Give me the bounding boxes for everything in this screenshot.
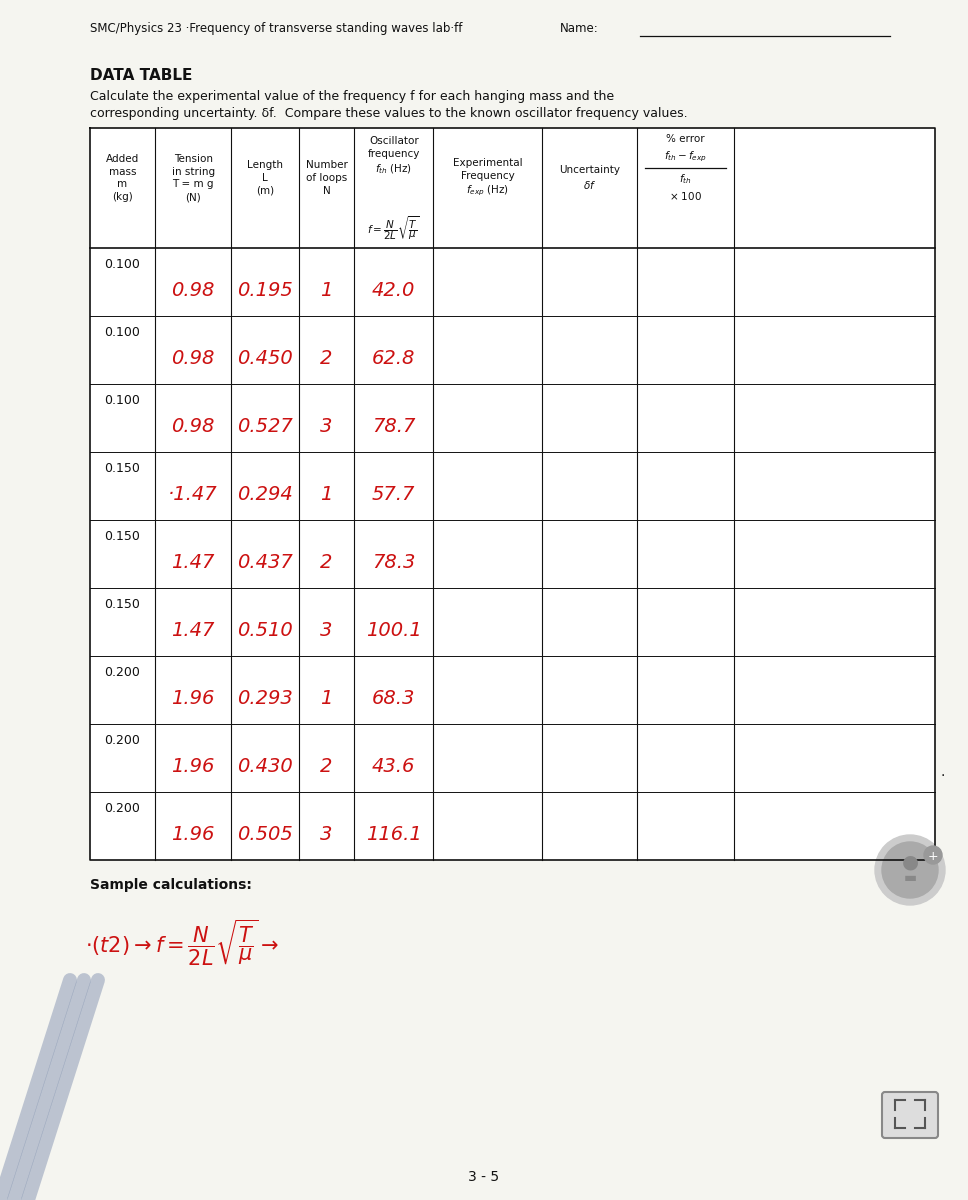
Text: 0.150: 0.150 — [105, 598, 140, 611]
Text: 2: 2 — [320, 349, 333, 367]
Text: 0.200: 0.200 — [105, 734, 140, 746]
Text: 78.3: 78.3 — [372, 553, 415, 571]
Text: Tension
in string
T = m g
(N): Tension in string T = m g (N) — [171, 154, 215, 202]
Text: 0.505: 0.505 — [237, 824, 292, 844]
Text: 0.200: 0.200 — [105, 802, 140, 815]
Text: 3: 3 — [320, 824, 333, 844]
Text: $\cdot(t2) \rightarrow f = \dfrac{N}{2L}\sqrt{\dfrac{T}{\mu}} \rightarrow$: $\cdot(t2) \rightarrow f = \dfrac{N}{2L}… — [85, 918, 279, 968]
Circle shape — [875, 835, 945, 905]
Text: Length
L
(m): Length L (m) — [247, 160, 283, 196]
Text: $f_{th} - f_{exp}$: $f_{th} - f_{exp}$ — [664, 150, 707, 164]
Text: 0.98: 0.98 — [171, 349, 215, 367]
Text: % error: % error — [666, 134, 705, 144]
Text: 42.0: 42.0 — [372, 281, 415, 300]
Circle shape — [882, 842, 938, 898]
Text: 3: 3 — [320, 620, 333, 640]
Text: 57.7: 57.7 — [372, 485, 415, 504]
Text: SMC/Physics 23 ·Frequency of transverse standing waves lab·ff: SMC/Physics 23 ·Frequency of transverse … — [90, 22, 463, 35]
Text: 68.3: 68.3 — [372, 689, 415, 708]
Text: Added
mass
m
(kg): Added mass m (kg) — [106, 154, 139, 202]
Text: corresponding uncertainty. δf.  Compare these values to the known oscillator fre: corresponding uncertainty. δf. Compare t… — [90, 107, 687, 120]
Text: 0.294: 0.294 — [237, 485, 292, 504]
Text: 0.100: 0.100 — [105, 394, 140, 407]
Text: Uncertainty
$\delta f$: Uncertainty $\delta f$ — [559, 166, 620, 191]
Text: Sample calculations:: Sample calculations: — [90, 878, 252, 892]
Text: 0.150: 0.150 — [105, 530, 140, 542]
Bar — [90, 128, 935, 860]
Text: $\times$ 100: $\times$ 100 — [669, 190, 702, 202]
Text: 0.100: 0.100 — [105, 326, 140, 338]
Text: Experimental
Frequency
$f_{exp}$ (Hz): Experimental Frequency $f_{exp}$ (Hz) — [453, 157, 523, 198]
Text: Name:: Name: — [560, 22, 599, 35]
Text: 3: 3 — [320, 416, 333, 436]
Text: 0.430: 0.430 — [237, 757, 292, 775]
Text: 116.1: 116.1 — [366, 824, 422, 844]
Text: 0.98: 0.98 — [171, 416, 215, 436]
Text: $f_{th}$: $f_{th}$ — [679, 172, 691, 186]
Text: Number
of loops
N: Number of loops N — [306, 160, 348, 196]
Text: 43.6: 43.6 — [372, 757, 415, 775]
Text: ▬: ▬ — [903, 871, 917, 886]
Text: Calculate the experimental value of the frequency f for each hanging mass and th: Calculate the experimental value of the … — [90, 90, 614, 103]
Text: 0.195: 0.195 — [237, 281, 292, 300]
Text: 0.437: 0.437 — [237, 553, 292, 571]
Text: 1.47: 1.47 — [171, 553, 215, 571]
Text: ●: ● — [901, 852, 919, 871]
Text: 1.96: 1.96 — [171, 689, 215, 708]
Text: 78.7: 78.7 — [372, 416, 415, 436]
Text: 0.293: 0.293 — [237, 689, 292, 708]
Text: 0.450: 0.450 — [237, 349, 292, 367]
Text: 2: 2 — [320, 757, 333, 775]
Text: 1: 1 — [320, 689, 333, 708]
Text: DATA TABLE: DATA TABLE — [90, 68, 193, 83]
Text: 0.98: 0.98 — [171, 281, 215, 300]
Text: 62.8: 62.8 — [372, 349, 415, 367]
Text: 1.96: 1.96 — [171, 757, 215, 775]
Text: 1: 1 — [320, 281, 333, 300]
Circle shape — [924, 846, 942, 864]
Text: 0.100: 0.100 — [105, 258, 140, 271]
Text: 100.1: 100.1 — [366, 620, 422, 640]
Text: 2: 2 — [320, 553, 333, 571]
Text: ·1.47: ·1.47 — [168, 485, 218, 504]
FancyBboxPatch shape — [882, 1092, 938, 1138]
Text: 3 - 5: 3 - 5 — [469, 1170, 499, 1184]
Text: 0.150: 0.150 — [105, 462, 140, 475]
Text: 1: 1 — [320, 485, 333, 504]
Text: 1.47: 1.47 — [171, 620, 215, 640]
Text: .: . — [940, 764, 945, 779]
Text: +: + — [927, 850, 938, 863]
Text: 1.96: 1.96 — [171, 824, 215, 844]
Text: Oscillator
frequency
$f_{th}$ (Hz): Oscillator frequency $f_{th}$ (Hz) — [368, 136, 420, 176]
Text: 0.527: 0.527 — [237, 416, 292, 436]
Text: $f = \dfrac{N}{2L}\sqrt{\dfrac{T}{\mu}}$: $f = \dfrac{N}{2L}\sqrt{\dfrac{T}{\mu}}$ — [368, 215, 420, 242]
Text: 0.200: 0.200 — [105, 666, 140, 679]
Text: 0.510: 0.510 — [237, 620, 292, 640]
